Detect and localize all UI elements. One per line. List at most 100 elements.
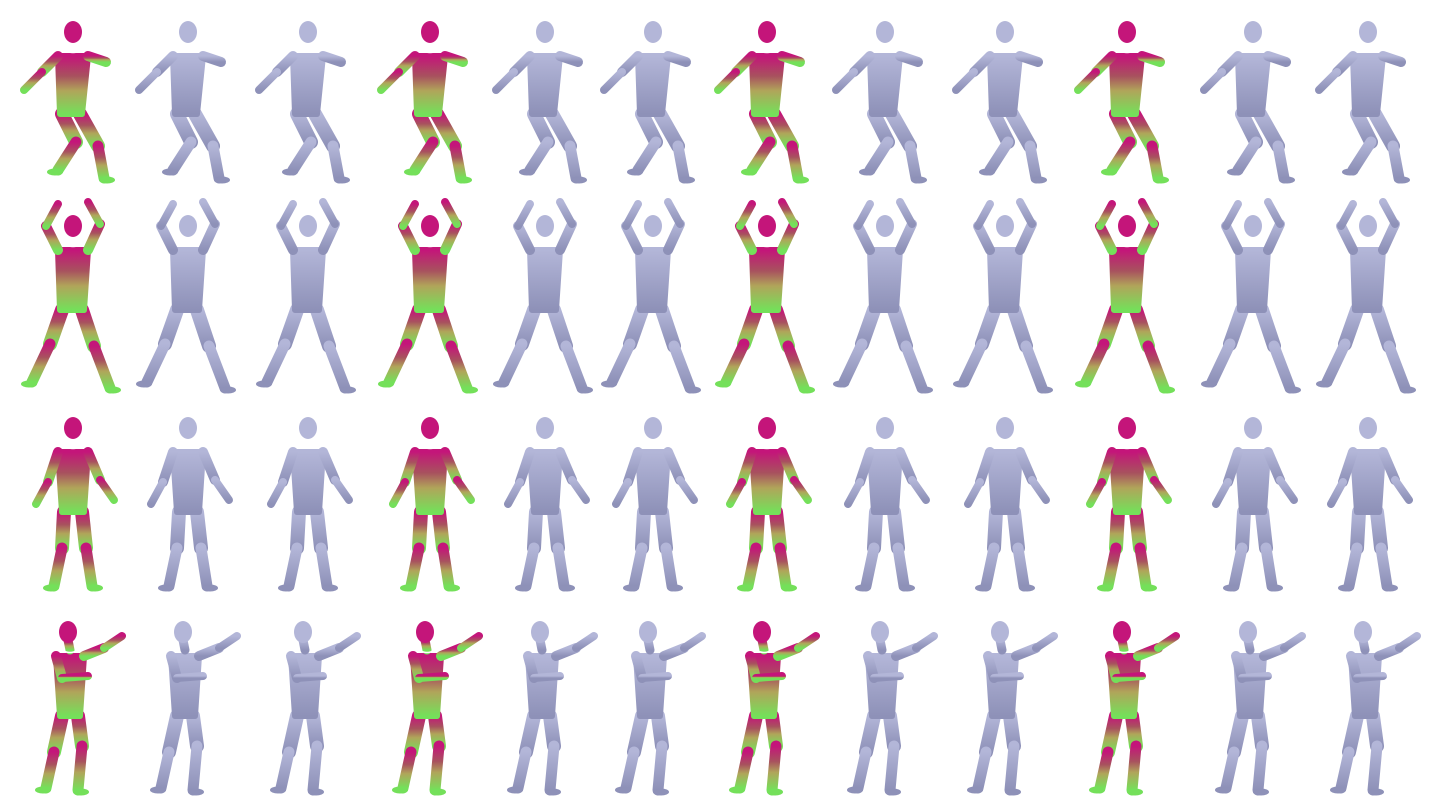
left-thigh: [412, 505, 428, 555]
left-forearm: [736, 200, 756, 230]
torso: [527, 53, 563, 117]
left-forearm: [1074, 68, 1100, 94]
left-foot: [507, 786, 523, 794]
right-thigh: [190, 303, 216, 353]
left-thigh: [278, 303, 304, 351]
left-shin: [26, 338, 56, 388]
left-foot: [43, 584, 59, 592]
left-thigh: [623, 303, 649, 351]
right-shin: [1012, 542, 1030, 592]
right-shin: [323, 340, 351, 394]
left-foot: [1097, 584, 1113, 592]
right-thigh: [769, 505, 787, 555]
left-upper-arm: [735, 221, 757, 255]
left-thigh: [55, 505, 71, 555]
right-shin: [552, 542, 570, 592]
right-foot: [885, 788, 901, 796]
head: [876, 21, 894, 43]
torso: [527, 247, 563, 313]
left-foot: [833, 380, 849, 388]
left-shin: [1347, 136, 1377, 176]
head: [991, 621, 1009, 643]
gray-mesh-figure: [253, 612, 363, 808]
gray-mesh-figure: [490, 612, 600, 808]
right-thigh: [1007, 505, 1025, 555]
torso: [749, 247, 785, 313]
left-upper-arm: [1097, 447, 1117, 487]
torso: [635, 449, 671, 515]
colored-scan-figure: [375, 408, 485, 604]
left-shin: [498, 338, 528, 388]
right-forearm: [568, 476, 590, 504]
gray-mesh-figure: [950, 196, 1060, 394]
left-forearm: [1212, 478, 1232, 508]
head: [758, 21, 776, 43]
right-foot: [545, 788, 561, 796]
right-shin: [203, 340, 231, 394]
right-upper-arm: [1263, 447, 1285, 485]
left-thigh: [519, 709, 541, 759]
gray-mesh-figure: [830, 612, 940, 808]
right-thigh: [1129, 303, 1155, 353]
right-forearm: [664, 198, 684, 228]
right-forearm: [794, 632, 820, 652]
right-shin: [1268, 340, 1296, 394]
left-thigh: [867, 505, 883, 555]
gray-mesh-figure: [830, 408, 940, 604]
right-thigh: [308, 107, 340, 153]
colored-scan-figure: [18, 408, 128, 604]
left-shin: [1232, 136, 1262, 176]
gray-mesh-figure: [950, 408, 1060, 604]
left-forearm: [714, 68, 740, 94]
left-foot: [278, 584, 294, 592]
head: [753, 621, 771, 643]
left-foot: [21, 380, 37, 388]
right-shin: [92, 140, 110, 184]
right-forearm: [199, 198, 219, 228]
left-shin: [734, 746, 754, 794]
torso: [55, 53, 91, 117]
right-upper-arm: [663, 447, 685, 485]
right-upper-arm: [83, 447, 105, 485]
left-shin: [632, 136, 662, 176]
right-forearm: [1138, 198, 1158, 228]
right-forearm: [335, 632, 361, 652]
right-forearm: [1391, 476, 1413, 504]
right-foot: [1285, 386, 1301, 394]
right-shin: [672, 140, 690, 184]
head: [996, 417, 1014, 439]
left-foot: [1101, 168, 1117, 176]
torso: [170, 53, 206, 117]
colored-scan-figure: [375, 10, 487, 206]
right-shin: [327, 140, 345, 184]
right-thigh: [1007, 303, 1033, 353]
left-upper-arm: [41, 221, 63, 255]
left-shin: [980, 542, 1000, 592]
head: [1118, 215, 1136, 237]
right-foot: [444, 584, 460, 592]
right-foot: [456, 176, 472, 184]
left-forearm: [514, 200, 534, 230]
head: [416, 621, 434, 643]
left-shin: [852, 746, 872, 794]
right-forearm: [1276, 476, 1298, 504]
head: [421, 215, 439, 237]
left-forearm: [147, 478, 167, 508]
left-shin: [606, 338, 636, 388]
right-forearm: [556, 198, 576, 228]
colored-scan-figure: [18, 10, 130, 206]
left-shin: [52, 136, 82, 176]
right-upper-arm: [1137, 219, 1159, 255]
head: [536, 417, 554, 439]
left-thigh: [158, 303, 184, 351]
right-shin: [766, 740, 782, 796]
left-thigh: [1235, 505, 1251, 555]
right-shin: [1387, 140, 1405, 184]
right-forearm: [1395, 632, 1421, 652]
left-upper-arm: [158, 447, 178, 487]
left-upper-arm: [973, 221, 995, 255]
left-forearm: [1327, 478, 1347, 508]
left-foot: [729, 786, 745, 794]
left-shin: [720, 338, 750, 388]
left-shin: [1335, 746, 1355, 794]
